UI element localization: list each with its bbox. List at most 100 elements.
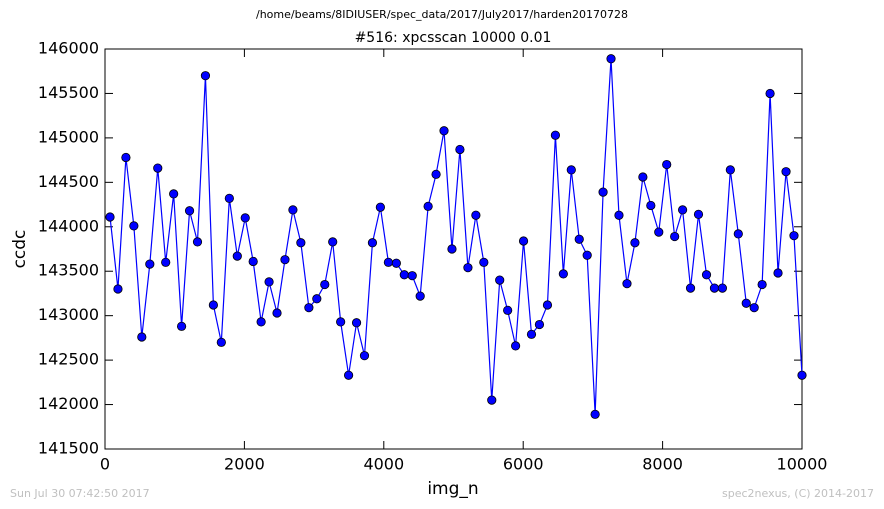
data-point <box>471 210 481 220</box>
chart-subtitle: #516: xpcsscan 10000 0.01 <box>355 30 552 46</box>
data-point <box>121 152 131 163</box>
x-tick-label: 0 <box>100 455 110 474</box>
data-point <box>145 259 155 269</box>
data-point <box>590 409 600 419</box>
data-point <box>463 263 473 273</box>
data-point <box>701 270 712 280</box>
data-point <box>662 159 672 170</box>
data-point <box>328 237 338 247</box>
x-tick-label: 4000 <box>363 455 404 474</box>
data-point <box>439 126 449 136</box>
data-point <box>264 277 274 287</box>
data-point <box>518 236 529 246</box>
data-point <box>757 279 767 290</box>
data-point <box>161 257 171 267</box>
data-point <box>177 321 187 331</box>
data-point <box>423 201 433 211</box>
data-point <box>399 270 409 280</box>
data-point <box>526 329 537 339</box>
x-axis-label: img_n <box>427 479 478 499</box>
data-point <box>296 238 306 248</box>
data-point <box>598 187 608 197</box>
plot-frame <box>104 48 803 450</box>
data-point <box>129 221 139 231</box>
data-point <box>272 308 282 318</box>
data-point <box>431 169 441 179</box>
data-point <box>693 209 704 219</box>
data-line <box>109 58 803 415</box>
x-tick-label: 10000 <box>777 455 828 474</box>
y-tick-label: 145500 <box>38 83 99 102</box>
data-point <box>383 257 394 267</box>
footer-right: spec2nexus, (C) 2014-2017 <box>722 487 874 500</box>
data-point <box>717 283 728 293</box>
data-point <box>232 251 242 261</box>
y-tick-label: 145000 <box>38 127 99 146</box>
data-point <box>574 234 584 244</box>
data-point <box>248 256 258 267</box>
data-point <box>280 255 290 265</box>
data-point <box>638 172 648 182</box>
data-point <box>678 205 688 215</box>
data-point <box>375 202 385 212</box>
data-point <box>336 317 346 327</box>
data-point <box>558 269 568 279</box>
data-point <box>113 284 123 294</box>
data-point <box>359 351 370 361</box>
data-point <box>733 229 743 239</box>
data-point <box>240 213 250 223</box>
x-tick-label: 6000 <box>503 455 544 474</box>
data-point <box>503 305 513 315</box>
data-point <box>670 231 680 242</box>
data-point <box>344 370 354 380</box>
data-point <box>773 268 783 278</box>
y-tick-label: 146000 <box>38 39 99 58</box>
data-point <box>495 275 505 285</box>
data-point <box>622 279 632 289</box>
y-tick-label: 144500 <box>38 172 99 191</box>
data-point <box>487 395 497 405</box>
x-tick-label: 8000 <box>642 455 683 474</box>
data-point <box>479 257 489 267</box>
data-point <box>582 250 592 260</box>
data-point <box>415 291 425 301</box>
data-point <box>789 231 799 241</box>
y-tick-label: 143500 <box>38 261 99 280</box>
data-point <box>797 370 807 380</box>
data-point <box>781 167 791 177</box>
data-point <box>566 165 576 175</box>
data-point <box>320 279 330 290</box>
data-point <box>208 300 218 310</box>
data-point <box>312 294 322 304</box>
data-point <box>646 200 656 211</box>
data-point <box>192 237 203 247</box>
data-point <box>105 212 115 222</box>
data-point <box>351 318 362 328</box>
data-point <box>455 144 465 155</box>
data-point <box>184 206 195 216</box>
data-point <box>511 341 521 351</box>
data-point <box>256 317 266 327</box>
y-axis-label: ccdc <box>10 230 30 269</box>
data-point <box>169 189 179 199</box>
data-point <box>224 193 234 203</box>
footer-left: Sun Jul 30 07:42:50 2017 <box>10 487 150 500</box>
y-tick-label: 143000 <box>38 305 99 324</box>
chart-title: /home/beams/8IDIUSER/spec_data/2017/July… <box>256 8 628 21</box>
y-tick-label: 144000 <box>38 216 99 235</box>
y-tick-label: 142500 <box>38 350 99 369</box>
data-point <box>765 88 775 99</box>
data-point <box>391 258 401 268</box>
y-tick-label: 141500 <box>38 439 99 458</box>
data-point <box>614 210 624 220</box>
data-point <box>685 283 696 293</box>
x-tick-label: 2000 <box>224 455 265 474</box>
data-point <box>447 244 457 254</box>
data-point <box>606 54 616 64</box>
data-point <box>630 238 640 248</box>
data-point <box>550 130 561 140</box>
data-point <box>137 332 147 342</box>
data-point <box>725 165 735 175</box>
data-point <box>749 303 759 313</box>
